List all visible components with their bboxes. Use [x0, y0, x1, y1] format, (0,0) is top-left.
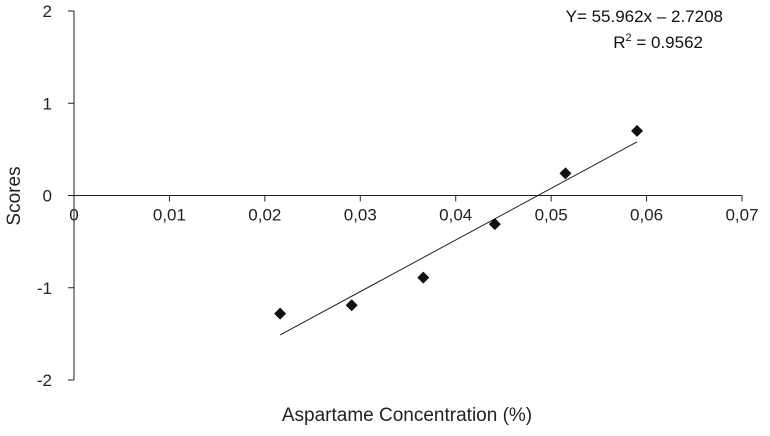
r-squared-symbol: R: [613, 33, 625, 52]
x-axis: 0 0,01 0,02 0,03 0,04 0,05 0,06 0,07: [69, 195, 759, 225]
x-tick-label: 0,07: [725, 206, 758, 225]
x-tick-label: 0,06: [630, 206, 663, 225]
y-tick-label: 2: [43, 2, 52, 21]
y-tick-label: -2: [37, 371, 52, 390]
x-ticks: 0 0,01 0,02 0,03 0,04 0,05 0,06 0,07: [69, 195, 759, 225]
y-axis: -2 -1 0 1 2: [37, 2, 75, 390]
trendline: [279, 141, 638, 336]
y-tick-label: -1: [37, 279, 52, 298]
x-tick-label: 0,03: [344, 206, 377, 225]
y-ticks: -2 -1 0 1 2: [37, 2, 74, 390]
data-point: [274, 307, 287, 320]
x-tick-label: 0,04: [439, 206, 472, 225]
data-point: [488, 218, 501, 231]
x-axis-title: Aspartame Concentration (%): [282, 405, 532, 426]
y-axis-title: Scores: [4, 166, 25, 225]
x-tick-label: 0,01: [153, 206, 186, 225]
data-points: [274, 124, 644, 320]
y-tick-label: 1: [43, 94, 52, 113]
r-squared-label: R2 = 0.9562: [613, 32, 703, 52]
data-point: [631, 124, 644, 137]
x-tick-label: 0,05: [535, 206, 568, 225]
r-squared-superscript: 2: [626, 32, 632, 44]
y-tick-label: 0: [43, 187, 52, 206]
data-point: [345, 299, 358, 312]
trendline-equation: Y= 55.962x – 2.7208: [566, 7, 723, 26]
x-tick-label: 0,02: [248, 206, 281, 225]
r-squared-value: = 0.9562: [632, 33, 703, 52]
data-point: [559, 167, 572, 180]
data-point: [417, 271, 430, 284]
